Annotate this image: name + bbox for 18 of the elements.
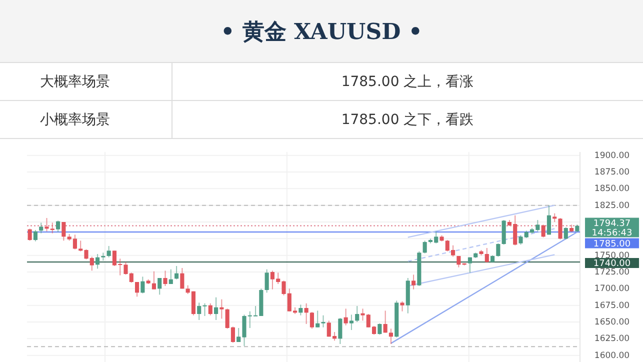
y-tick-label: 1600.00 [594, 350, 630, 361]
ref-line-label: 1785.00 [593, 239, 631, 250]
y-tick-label: 1625.00 [594, 334, 630, 344]
ref-line-label: 1740.00 [593, 259, 631, 269]
text: 1785.00 之上，看涨 [341, 74, 474, 90]
ref-line-label: 1794.37 14:56:43 [592, 218, 632, 238]
y-tick-label: 1875.00 [594, 168, 630, 178]
text: 1785.00 之下，看跌 [341, 112, 474, 128]
y-tick-label: 1700.00 [594, 284, 630, 294]
text: 小概率场景 [40, 112, 110, 128]
y-tick-label: 1675.00 [594, 300, 630, 311]
y-tick-label: 1725.00 [594, 268, 630, 278]
y-tick-label: 1650.00 [594, 318, 630, 328]
y-tick-label: 1825.00 [594, 200, 630, 211]
text: 大概率场景 [40, 74, 110, 90]
y-tick-label: 1900.00 [594, 150, 630, 161]
chart-title: • 黄金 XAUUSD • [220, 19, 422, 45]
y-tick-label: 1850.00 [594, 184, 630, 194]
